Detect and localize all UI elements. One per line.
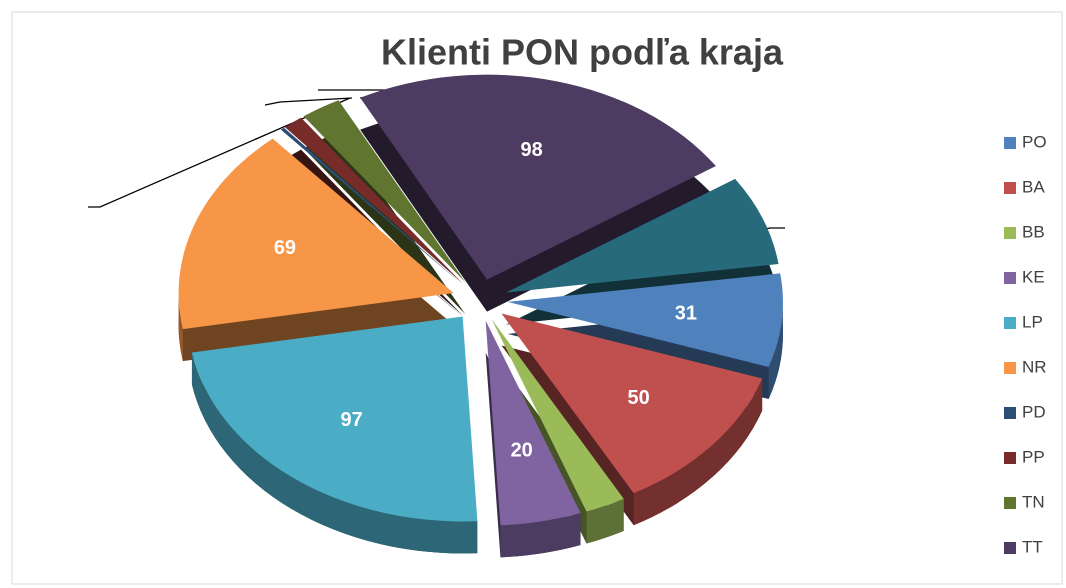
legend-label: KE bbox=[1022, 267, 1045, 286]
slice-side bbox=[768, 301, 783, 399]
leader-line bbox=[264, 97, 353, 106]
slice bbox=[303, 100, 466, 283]
data-label: 97 bbox=[340, 409, 362, 431]
legend-label: PP bbox=[1022, 447, 1045, 466]
slice bbox=[284, 117, 463, 284]
slice-side bbox=[178, 293, 183, 362]
data-label: 50 bbox=[628, 387, 650, 409]
legend-swatch bbox=[1004, 272, 1016, 284]
legend-label: NR bbox=[1022, 357, 1047, 376]
data-label: 69 bbox=[274, 237, 296, 259]
slice bbox=[360, 74, 716, 280]
slice bbox=[280, 127, 462, 285]
slice-side bbox=[586, 498, 624, 544]
slice bbox=[507, 273, 783, 367]
legend-swatch bbox=[1004, 542, 1016, 554]
legend-swatch bbox=[1004, 227, 1016, 239]
legend-label: LP bbox=[1022, 312, 1043, 331]
leader-line bbox=[88, 97, 351, 208]
slice bbox=[501, 313, 763, 494]
slice bbox=[506, 178, 779, 293]
slice bbox=[485, 320, 581, 526]
legend-swatch bbox=[1004, 407, 1016, 419]
slice bbox=[178, 138, 454, 330]
legend-swatch bbox=[1004, 362, 1016, 374]
chart-title: Klienti PON podľa kraja bbox=[381, 32, 784, 73]
slice bbox=[491, 319, 624, 512]
legend-swatch bbox=[1004, 182, 1016, 194]
data-label: 31 bbox=[675, 302, 697, 324]
slice-side bbox=[633, 378, 763, 526]
legend-swatch bbox=[1004, 137, 1016, 149]
slice-side bbox=[191, 352, 478, 554]
legend-label: TN bbox=[1022, 492, 1045, 511]
legend-swatch bbox=[1004, 452, 1016, 464]
slice-side bbox=[500, 512, 581, 558]
data-label: 98 bbox=[520, 139, 542, 161]
legend-label: PD bbox=[1022, 402, 1046, 421]
slice bbox=[191, 316, 478, 522]
legend-label: PO bbox=[1022, 132, 1047, 151]
legend-label: TT bbox=[1022, 537, 1043, 556]
legend-label: BB bbox=[1022, 222, 1045, 241]
legend-swatch bbox=[1004, 497, 1016, 509]
legend-swatch bbox=[1004, 317, 1016, 329]
legend-label: BA bbox=[1022, 177, 1045, 196]
data-label: 20 bbox=[511, 439, 533, 461]
